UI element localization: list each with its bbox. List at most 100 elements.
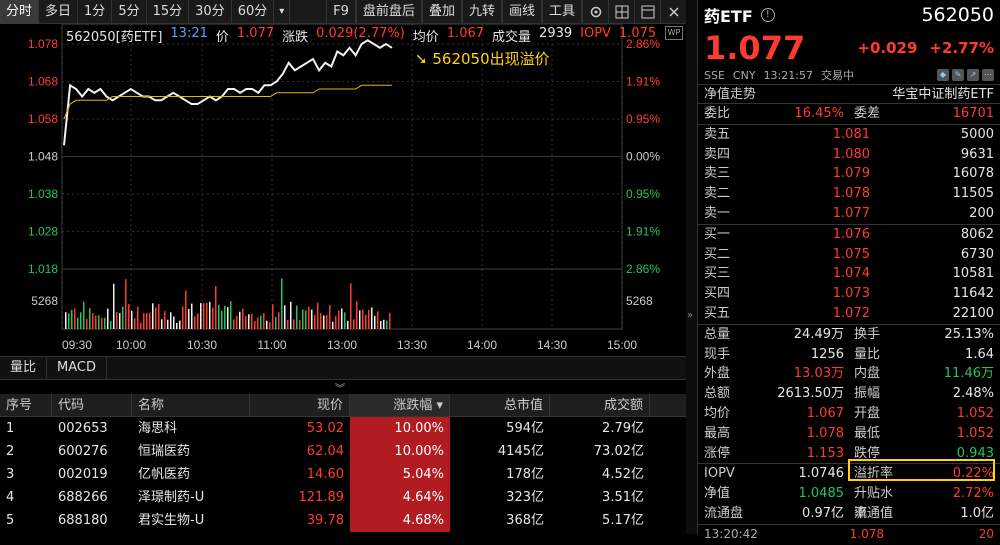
tab-macd[interactable]: MACD xyxy=(47,357,107,379)
stat-label: 振幅 xyxy=(854,386,881,402)
volume-bar xyxy=(224,305,226,329)
more-icon[interactable]: ⋯ xyxy=(982,69,994,81)
column-header[interactable]: 涨跌幅 ▾ xyxy=(350,394,450,416)
tab-period-4[interactable]: 15分 xyxy=(147,0,190,24)
volume-bar xyxy=(320,313,322,329)
volume-bar xyxy=(335,316,337,329)
y-tick-label-right: 1.91% xyxy=(626,75,660,89)
weibi-value: 16.45% xyxy=(794,106,844,121)
toolbar-item-0[interactable]: F9 xyxy=(326,0,356,24)
table-row[interactable]: 2 600276 恒瑞医药 62.04 10.00% 4145亿 73.02亿 xyxy=(0,440,686,463)
toolbar-item-2[interactable]: 叠加 xyxy=(421,0,462,24)
cell-market-cap: 178亿 xyxy=(506,467,544,482)
volume-bar xyxy=(74,308,76,329)
volume-bar xyxy=(197,313,199,329)
volume-bar xyxy=(233,319,235,329)
toolbar-item-5[interactable]: 工具 xyxy=(541,0,582,24)
column-header[interactable]: 成交额 xyxy=(550,394,650,416)
stat-row: 均价 1.067 开盘 1.052 xyxy=(698,404,1000,424)
gear-icon[interactable] xyxy=(582,0,608,24)
wp-badge[interactable]: WP xyxy=(665,26,683,40)
tab-period-3[interactable]: 5分 xyxy=(112,0,147,24)
ask-volume: 16078 xyxy=(952,166,994,182)
volume-bar xyxy=(281,278,283,329)
alert-icon[interactable]: ◆ xyxy=(937,69,949,81)
avg-label: 均价 xyxy=(412,30,439,45)
volume-bar xyxy=(347,320,349,329)
panel-splitter[interactable]: » xyxy=(686,0,697,534)
grid-icon[interactable] xyxy=(608,0,634,24)
double-chevron-down-icon[interactable]: ︾ xyxy=(335,384,345,395)
cell-market-cap: 4145亿 xyxy=(497,444,544,459)
volume-bar xyxy=(212,307,214,329)
column-header[interactable]: 现价 xyxy=(250,394,350,416)
cell-code: 688180 xyxy=(58,513,108,528)
layout-icon[interactable] xyxy=(634,0,660,24)
premium-annotation: ➘ 562050出现溢价 xyxy=(415,48,550,69)
cell-price: 121.89 xyxy=(298,490,345,505)
iopv-label: IOPV xyxy=(580,26,611,41)
column-header[interactable]: 名称 xyxy=(132,394,250,416)
volume-bar xyxy=(92,313,94,329)
column-header[interactable]: 代码 xyxy=(52,394,132,416)
volume-bar xyxy=(218,304,220,329)
note-icon[interactable]: ✎ xyxy=(952,69,964,81)
volume-bar xyxy=(383,319,385,329)
tab-period-6[interactable]: 60分 xyxy=(232,0,275,24)
stat-label: 外盘 xyxy=(704,366,731,382)
ask-row: 卖三 1.079 16078 xyxy=(698,164,1000,184)
cell-turnover: 3.51亿 xyxy=(602,490,644,505)
volume-bar xyxy=(167,319,169,329)
volume-bar xyxy=(185,290,187,329)
stat-row: 总量 24.49万 换手 25.13% xyxy=(698,325,1000,345)
ask-price: 1.078 xyxy=(832,186,870,202)
volume-tick-label: 5268 xyxy=(31,294,58,308)
volume-bar xyxy=(182,306,184,329)
volume-bar xyxy=(236,316,238,329)
nav-trend-link[interactable]: 净值走势 xyxy=(704,87,757,102)
volume-bar xyxy=(353,319,355,329)
close-icon[interactable] xyxy=(660,0,686,24)
tab-period-1[interactable]: 多日 xyxy=(39,0,79,24)
volume-bar xyxy=(158,303,160,329)
chevron-right-icon[interactable]: » xyxy=(687,310,694,321)
series-line-avg xyxy=(63,84,392,120)
column-header[interactable]: 序号 xyxy=(0,394,52,416)
tab-period-2[interactable]: 1分 xyxy=(78,0,113,24)
toolbar-item-1[interactable]: 盘前盘后 xyxy=(355,0,422,24)
tab-period-0[interactable]: 分时 xyxy=(0,0,40,24)
volume-bar xyxy=(86,318,88,329)
tab-volume-ratio[interactable]: 量比 xyxy=(0,357,48,379)
table-row[interactable]: 3 002019 亿帆医药 14.60 5.04% 178亿 4.52亿 xyxy=(0,463,686,486)
table-row[interactable]: 5 688180 君实生物-U 39.78 4.68% 368亿 5.17亿 xyxy=(0,509,686,532)
volume-bar xyxy=(71,310,73,329)
tracked-index-name: 华宝中证制药ETF xyxy=(892,87,994,102)
volume-bar xyxy=(173,316,175,329)
info-icon[interactable]: ! xyxy=(760,8,775,22)
volume-bar xyxy=(116,312,118,329)
volume-bar xyxy=(83,301,85,329)
weibi-label: 委比 xyxy=(704,106,731,121)
x-tick-label-extra: 13:00 xyxy=(327,338,357,352)
share-icon[interactable]: ↗ xyxy=(967,69,979,81)
cell-code: 002019 xyxy=(58,467,108,482)
bid-level: 买二 xyxy=(704,246,731,262)
table-row[interactable]: 1 002653 海思科 53.02 10.00% 594亿 2.79亿 xyxy=(0,417,686,440)
cell-name: 君实生物-U xyxy=(138,513,205,528)
y-tick-label-right: 1.91% xyxy=(626,225,660,239)
ask-volume: 11505 xyxy=(952,186,994,202)
tab-dropdown-chevron-down-icon[interactable]: ▾ xyxy=(274,0,291,24)
toolbar-item-3[interactable]: 九转 xyxy=(461,0,502,24)
column-header[interactable]: 总市值 xyxy=(450,394,550,416)
intraday-chart[interactable]: 1.078 2.86% 1.068 1.91% 1.058 0.95% 1.048 0.00%… xyxy=(0,24,686,354)
security-name: 药ETF xyxy=(704,7,753,26)
toolbar-item-4[interactable]: 画线 xyxy=(501,0,542,24)
volume-bar xyxy=(299,320,301,329)
volume-bar xyxy=(296,305,298,329)
cell-code: 688266 xyxy=(58,490,108,505)
tab-period-5[interactable]: 30分 xyxy=(189,0,232,24)
cell-name: 亿帆医药 xyxy=(138,467,191,482)
volume-bar xyxy=(389,312,391,329)
table-row[interactable]: 4 688266 泽璟制药-U 121.89 4.64% 323亿 3.51亿 xyxy=(0,486,686,509)
price-change-pct: +2.77% xyxy=(929,39,994,57)
